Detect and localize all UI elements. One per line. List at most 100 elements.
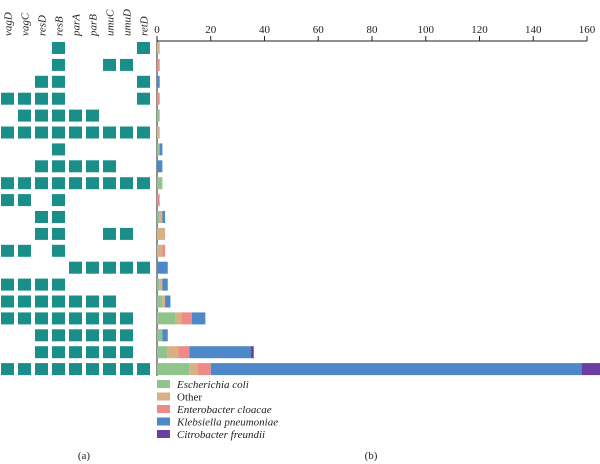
bar-row11-klebsiella-pneumoniae: [162, 211, 166, 223]
x-tick-label-120: 120: [471, 24, 488, 36]
matrix-cell-r20-retD: [137, 363, 150, 376]
x-tick-label-100: 100: [418, 24, 435, 36]
matrix-cell-r17-resD: [35, 312, 48, 325]
matrix-cell-r5-resB: [52, 109, 65, 122]
matrix-cell-r3-retD: [137, 75, 150, 88]
bar-row20-escherichia-coli: [157, 363, 190, 376]
bar-row11-other: [159, 211, 163, 223]
matrix-cell-r6-vagD: [1, 126, 14, 139]
gene-labels: vagD vagC resD resB parA parB umuC umuD retD: [3, 9, 151, 37]
x-tick-label-80: 80: [367, 24, 379, 36]
bar-row6-other: [157, 126, 160, 139]
gene-label-vagC: vagC: [20, 12, 32, 36]
bar-row7-klebsiella-pneumoniae: [159, 143, 163, 156]
bar-row19-escherichia-coli: [157, 346, 168, 359]
legend-swatch-5: [157, 430, 170, 438]
legend-label-5: Citrobacter freundii: [177, 429, 265, 441]
bar-row19-klebsiella-pneumoniae: [189, 346, 252, 359]
presence-matrix-panel: vagD vagC resD resB parA parB umuC umuD retD (a): [1, 9, 151, 462]
bar-row7-escherichia-coli: [157, 143, 160, 156]
matrix-cell-r4-vagD: [1, 92, 14, 105]
matrix-cell-r18-umuC: [103, 329, 116, 342]
bar-row15-escherichia-coli: [157, 278, 160, 291]
matrix-cell-r18-parB: [86, 329, 99, 342]
bar-row4-enterobacter-cloacae: [157, 92, 160, 105]
matrix-cell-r8-parB: [86, 160, 99, 173]
bar-row17-klebsiella-pneumoniae: [191, 312, 206, 325]
matrix-cell-r13-resB: [52, 244, 65, 257]
matrix-cell-r9-vagD: [1, 177, 14, 190]
matrix-cell-r5-vagC: [18, 109, 31, 122]
stacked-bar-chart-panel: 0 20 40 60 80 100 120 140 160 Escherichia coliOt…: [154, 24, 600, 462]
bar-row19-enterobacter-cloacae: [178, 346, 190, 359]
matrix-cell-r4-resD: [35, 92, 48, 105]
matrix-cell-r2-umuD: [120, 58, 133, 71]
bar-row13-enterobacter-cloacae: [162, 244, 166, 257]
matrix-cell-r20-vagD: [1, 363, 14, 376]
bar-row8-klebsiella-pneumoniae: [157, 160, 163, 173]
matrix-cell-r16-parB: [86, 295, 99, 308]
matrix-cell-r6-umuC: [103, 126, 116, 139]
panel-a-label: (a): [78, 450, 91, 462]
matrix-cell-r9-retD: [137, 177, 150, 190]
matrix-cell-r18-parA: [69, 329, 82, 342]
matrix-cell-r10-vagC: [18, 194, 31, 207]
x-tick-label-60: 60: [313, 24, 325, 36]
bar-row9-escherichia-coli: [157, 177, 163, 190]
matrix-cell-r12-resB: [52, 227, 65, 240]
matrix-cell-r17-parA: [69, 312, 82, 325]
matrix-cell-r19-umuC: [103, 346, 116, 359]
matrix-cell-r12-umuD: [120, 227, 133, 240]
matrix-cell-r5-parB: [86, 109, 99, 122]
gene-label-umuD: umuD: [122, 9, 134, 36]
matrix-cell-r9-resD: [35, 177, 48, 190]
x-tick-label-0: 0: [154, 24, 160, 36]
matrix-cell-r9-vagC: [18, 177, 31, 190]
matrix-cell-r1-resB: [52, 42, 65, 54]
matrix-cell-r16-umuC: [103, 295, 116, 308]
matrix-cell-r13-vagD: [1, 244, 14, 257]
gene-label-resD: resD: [37, 15, 49, 36]
matrix-cell-r6-parA: [69, 126, 82, 139]
matrix-cell-r15-resB: [52, 278, 65, 291]
bar-row17-enterobacter-cloacae: [181, 312, 192, 325]
bar-row14-klebsiella-pneumoniae: [157, 261, 168, 274]
matrix-cell-r20-umuC: [103, 363, 116, 376]
panel-b-label: (b): [365, 450, 378, 462]
bar-row11-escherichia-coli: [157, 211, 160, 223]
matrix-cell-r14-retD: [137, 261, 150, 274]
gene-label-umuC: umuC: [105, 9, 117, 36]
matrix-cell-r12-resD: [35, 227, 48, 240]
gene-label-resB: resB: [54, 16, 66, 36]
bar-row10-enterobacter-cloacae: [157, 194, 160, 207]
gene-presence-matrix: [1, 42, 150, 376]
x-tick-label-20: 20: [205, 24, 217, 36]
matrix-cell-r13-vagC: [18, 244, 31, 257]
matrix-cell-r20-parA: [69, 363, 82, 376]
bar-row20-citrobacter-freundii: [581, 363, 600, 376]
matrix-cell-r17-resB: [52, 312, 65, 325]
bar-row3-klebsiella-pneumoniae: [157, 75, 160, 88]
matrix-cell-r18-resB: [52, 329, 65, 342]
matrix-cell-r19-umuD: [120, 346, 133, 359]
matrix-cell-r14-parA: [69, 261, 82, 274]
matrix-cell-r18-umuD: [120, 329, 133, 342]
matrix-cell-r11-resB: [52, 211, 65, 223]
bar-row16-other: [162, 295, 166, 308]
matrix-cell-r6-resD: [35, 126, 48, 139]
matrix-cell-r9-parB: [86, 177, 99, 190]
x-tick-label-140: 140: [525, 24, 542, 36]
bar-row15-other: [159, 278, 163, 291]
bar-row20-enterobacter-cloacae: [197, 363, 211, 376]
matrix-cell-r6-retD: [137, 126, 150, 139]
matrix-cell-r5-parA: [69, 109, 82, 122]
matrix-cell-r17-umuD: [120, 312, 133, 325]
bar-row18-escherichia-coli: [157, 329, 163, 342]
bar-row17-escherichia-coli: [157, 312, 176, 325]
bars: [157, 42, 600, 376]
legend-swatch-1: [157, 380, 170, 388]
bar-row17-other: [175, 312, 182, 325]
matrix-cell-r14-umuC: [103, 261, 116, 274]
